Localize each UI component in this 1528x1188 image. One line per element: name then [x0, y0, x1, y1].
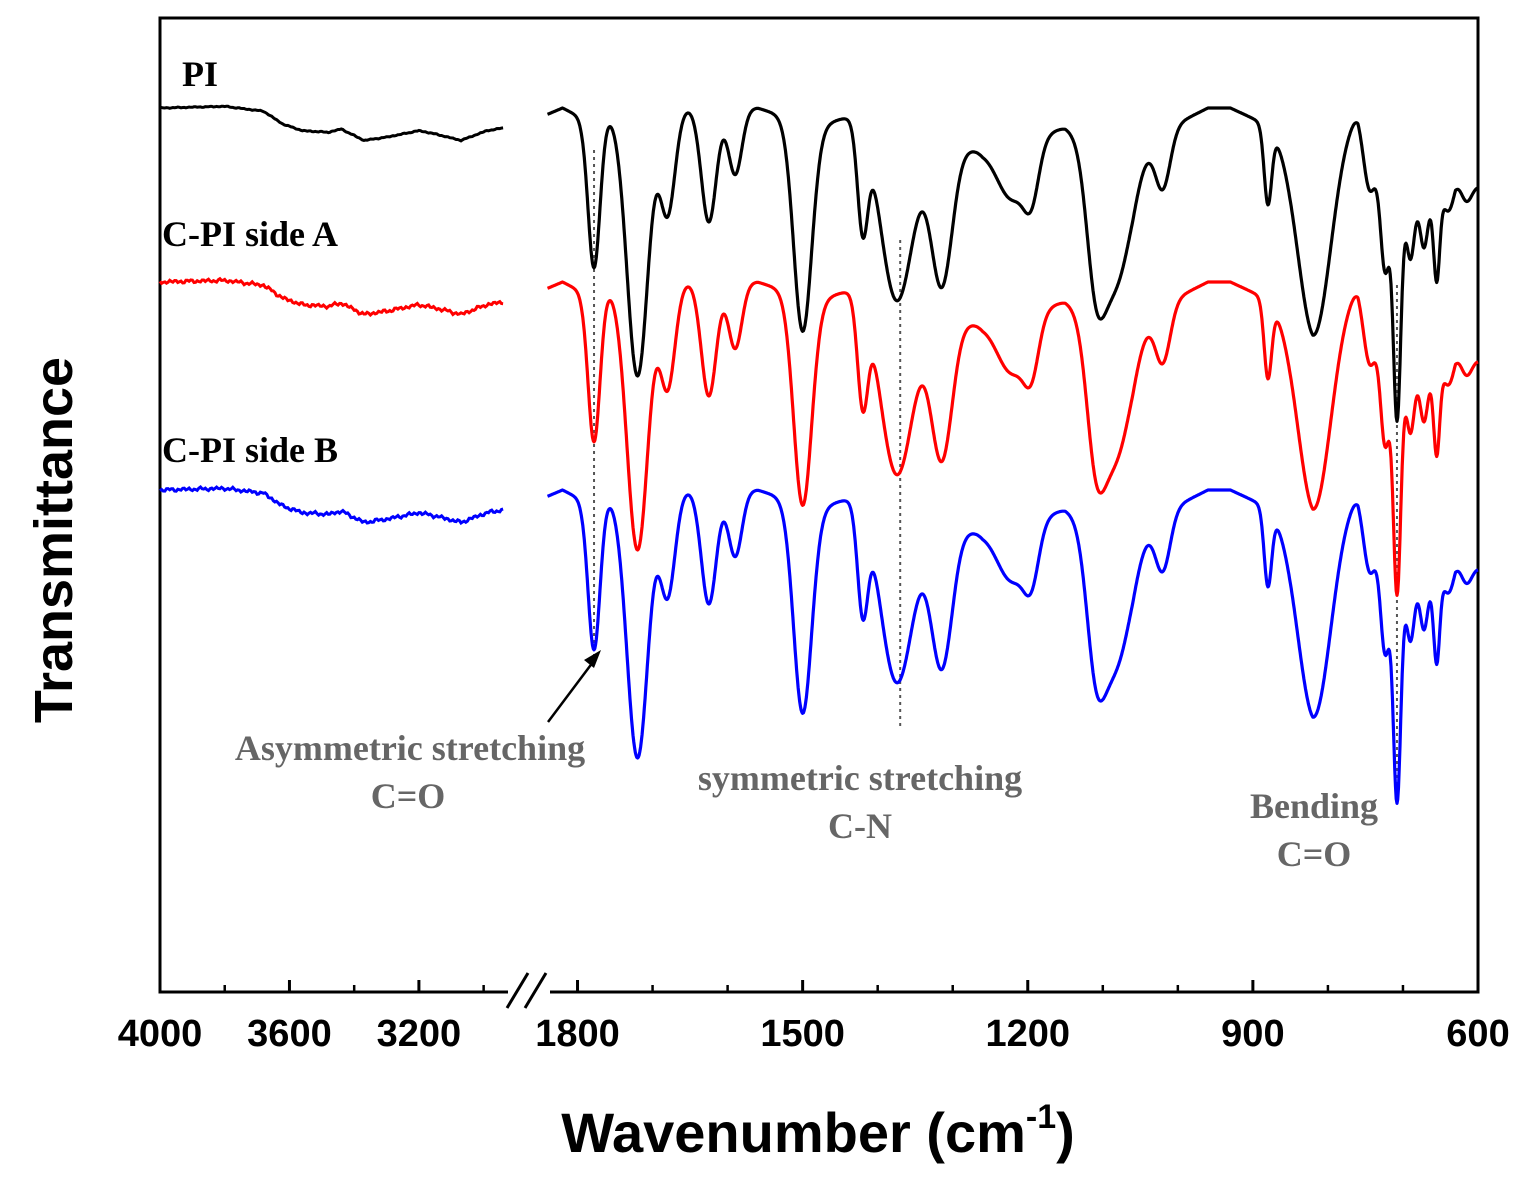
x-tick-label-1500: 1500: [760, 1013, 845, 1055]
asym-arrow: [547, 650, 601, 723]
x-axis-title-close: ): [1056, 1101, 1075, 1164]
series-label-pi: PI: [182, 54, 218, 94]
annotation-asym-stretch-bond: C=O: [371, 776, 446, 816]
series-label-side-a: C-PI side A: [162, 214, 338, 254]
x-tick-label-3600: 3600: [247, 1013, 332, 1055]
series-label-side-b: C-PI side B: [162, 430, 338, 470]
plot-frame: [158, 16, 1480, 994]
series-1-fingerprint-line: [546, 280, 1479, 597]
x-tick-label-900: 900: [1221, 1013, 1284, 1055]
x-tick-label-1200: 1200: [985, 1013, 1070, 1055]
series-2-high-wavenumber-line: [159, 485, 504, 526]
x-tick-labels: 4000 3600 3200 1800 1500 1200 900 600: [118, 1013, 1510, 1055]
x-tick-label-3200: 3200: [377, 1013, 462, 1055]
axis-break: [505, 972, 550, 1009]
annotation-sym-stretch: symmetric stretching: [698, 758, 1022, 798]
series-0-fingerprint-line: [546, 106, 1479, 423]
x-axis-title-main: Wavenumber (cm: [561, 1101, 1026, 1164]
x-tick-label-1800: 1800: [535, 1013, 620, 1055]
annotation-bending: Bending: [1250, 786, 1378, 826]
x-axis-title: Wavenumber (cm-1): [561, 1098, 1075, 1164]
x-tick-label-600: 600: [1446, 1013, 1509, 1055]
reference-lines: [593, 150, 1398, 790]
series-0-high-wavenumber-line: [159, 104, 504, 143]
annotation-asym-stretch: Asymmetric stretching: [235, 728, 585, 768]
series-1-high-wavenumber-line: [158, 276, 504, 318]
annotation-sym-stretch-bond: C-N: [828, 806, 892, 846]
spectra: [158, 104, 1479, 805]
x-ticks: [158, 980, 1480, 992]
x-axis-title-superscript: -1: [1026, 1098, 1056, 1136]
series-2-fingerprint-line: [546, 488, 1479, 805]
x-tick-label-4000: 4000: [118, 1013, 203, 1055]
annotation-bending-bond: C=O: [1277, 834, 1352, 874]
y-axis-title: Transmittance: [24, 357, 84, 723]
